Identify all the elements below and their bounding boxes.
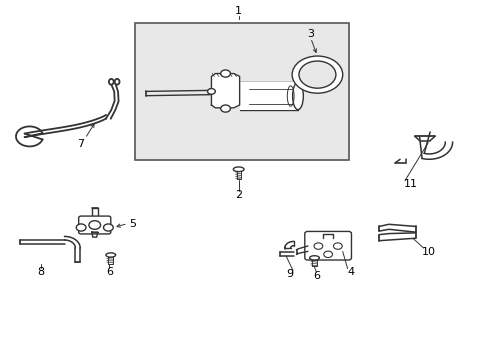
Text: 2: 2 (235, 190, 242, 200)
Ellipse shape (233, 167, 244, 172)
Ellipse shape (292, 82, 303, 110)
Circle shape (220, 70, 230, 77)
Text: 6: 6 (105, 267, 113, 277)
Polygon shape (211, 73, 239, 108)
Circle shape (103, 224, 113, 231)
Text: 3: 3 (306, 29, 313, 39)
Circle shape (76, 224, 86, 231)
Circle shape (313, 243, 322, 249)
FancyBboxPatch shape (79, 216, 111, 234)
Text: 4: 4 (347, 267, 354, 277)
Text: 1: 1 (235, 6, 242, 17)
Text: 7: 7 (77, 139, 83, 149)
Circle shape (291, 56, 342, 93)
Circle shape (323, 251, 332, 257)
Text: 9: 9 (286, 269, 293, 279)
Ellipse shape (109, 79, 114, 85)
Circle shape (220, 105, 230, 112)
Bar (239, 82, 297, 110)
Circle shape (207, 89, 215, 94)
Text: 11: 11 (403, 179, 417, 189)
Ellipse shape (309, 256, 319, 260)
Text: 10: 10 (422, 247, 435, 257)
Circle shape (89, 221, 101, 229)
FancyBboxPatch shape (135, 23, 348, 160)
Ellipse shape (115, 79, 119, 85)
Circle shape (333, 243, 342, 249)
FancyBboxPatch shape (304, 231, 351, 260)
Circle shape (298, 61, 335, 88)
Ellipse shape (106, 253, 116, 257)
Text: 6: 6 (312, 271, 319, 282)
Text: 5: 5 (129, 219, 136, 229)
Text: 8: 8 (38, 267, 45, 277)
